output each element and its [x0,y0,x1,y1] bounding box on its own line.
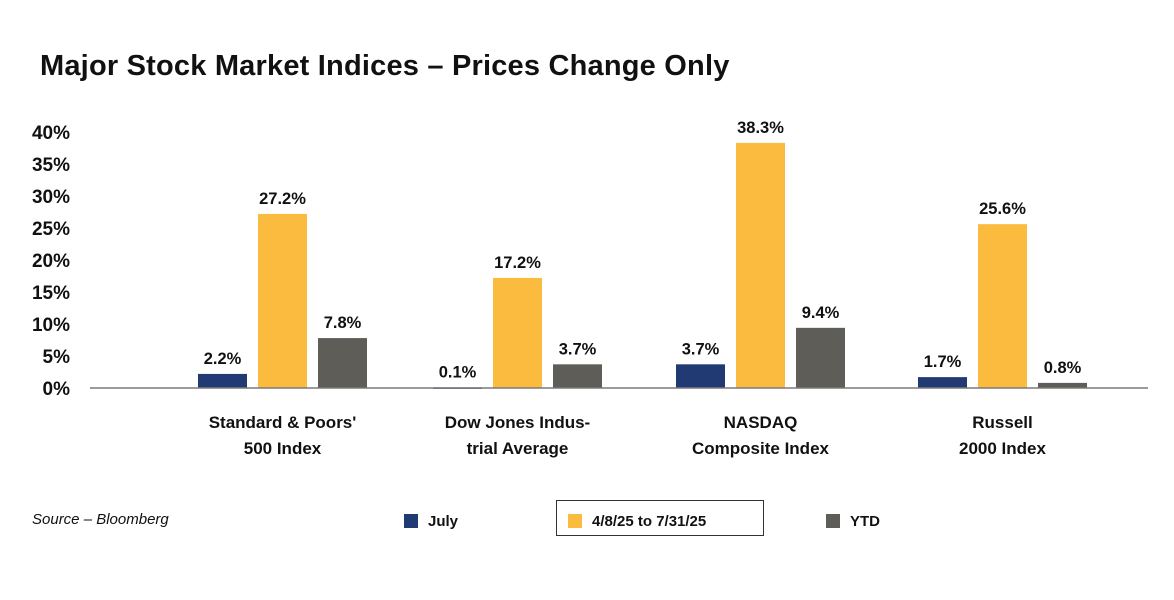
legend-swatch-ytd [826,514,840,528]
category-label-line: Dow Jones Indus- [444,413,591,432]
category-label-line: 500 Index [243,439,322,458]
data-label: 9.4% [802,304,840,322]
y-tick-label: 5% [43,347,71,368]
data-label: 17.2% [494,254,541,272]
y-tick-label: 10% [32,315,70,336]
bar [796,327,845,388]
data-labels: 2.2% 0.1% 3.7% 1.7% 27.2% 17.2% 38.3% 25.6% 7.8%… [204,119,1082,381]
y-tick-label: 35% [32,155,70,176]
legend-swatch-period [568,514,582,528]
bar [198,373,247,388]
data-label: 3.7% [682,340,720,358]
category-label: Standard & Poors' 500 Index [188,410,378,462]
y-tick-label: 0% [43,379,71,400]
legend-item-period: 4/8/25 to 7/31/25 [568,510,706,532]
bar [978,224,1027,388]
category-label-line: Composite Index [692,439,829,458]
bar [553,364,602,388]
category-label-line: Standard & Poors' [208,413,357,432]
category-label: NASDAQ Composite Index [666,410,856,462]
legend-swatch-july [404,514,418,528]
legend-label: July [428,512,459,530]
legend-item-ytd: YTD [826,510,880,532]
category-label-line: Russell [972,413,1033,432]
legend-label: YTD [850,512,880,530]
data-label: 38.3% [737,119,784,137]
y-tick-label: 20% [32,251,70,272]
category-label-line: NASDAQ [723,413,798,432]
data-label: 1.7% [924,353,962,371]
bar [318,338,367,388]
bar-group [198,142,1087,389]
bar [918,377,967,388]
bar [736,142,785,388]
category-label: Dow Jones Indus-trial Average [423,410,613,462]
data-label: 0.8% [1044,359,1082,377]
y-tick-label: 30% [32,187,70,208]
data-label: 3.7% [559,340,597,358]
category-label-line: 2000 Index [959,439,1046,458]
data-label: 0.1% [439,363,477,381]
legend-highlight-box [556,500,764,536]
data-label: 7.8% [324,314,362,332]
y-tick-label: 25% [32,219,70,240]
y-axis: 0% 5% 10% 15% 20% 25% 30% 35% 40% [32,123,70,400]
bar [676,364,725,388]
data-label: 27.2% [259,190,306,208]
legend-item-july: July [404,510,458,532]
chart-title: Major Stock Market Indices – Prices Chan… [40,50,730,82]
bar [493,277,542,388]
source-note: Source – Bloomberg [32,511,169,528]
category-label-line: trial Average [466,439,569,458]
bar [258,213,307,388]
data-label: 2.2% [204,350,242,368]
y-tick-label: 40% [32,123,70,144]
data-label: 25.6% [979,200,1026,218]
bar [1038,382,1087,388]
category-label: Russell 2000 Index [908,410,1098,462]
y-tick-label: 15% [32,283,70,304]
legend-label: 4/8/25 to 7/31/25 [592,512,707,530]
